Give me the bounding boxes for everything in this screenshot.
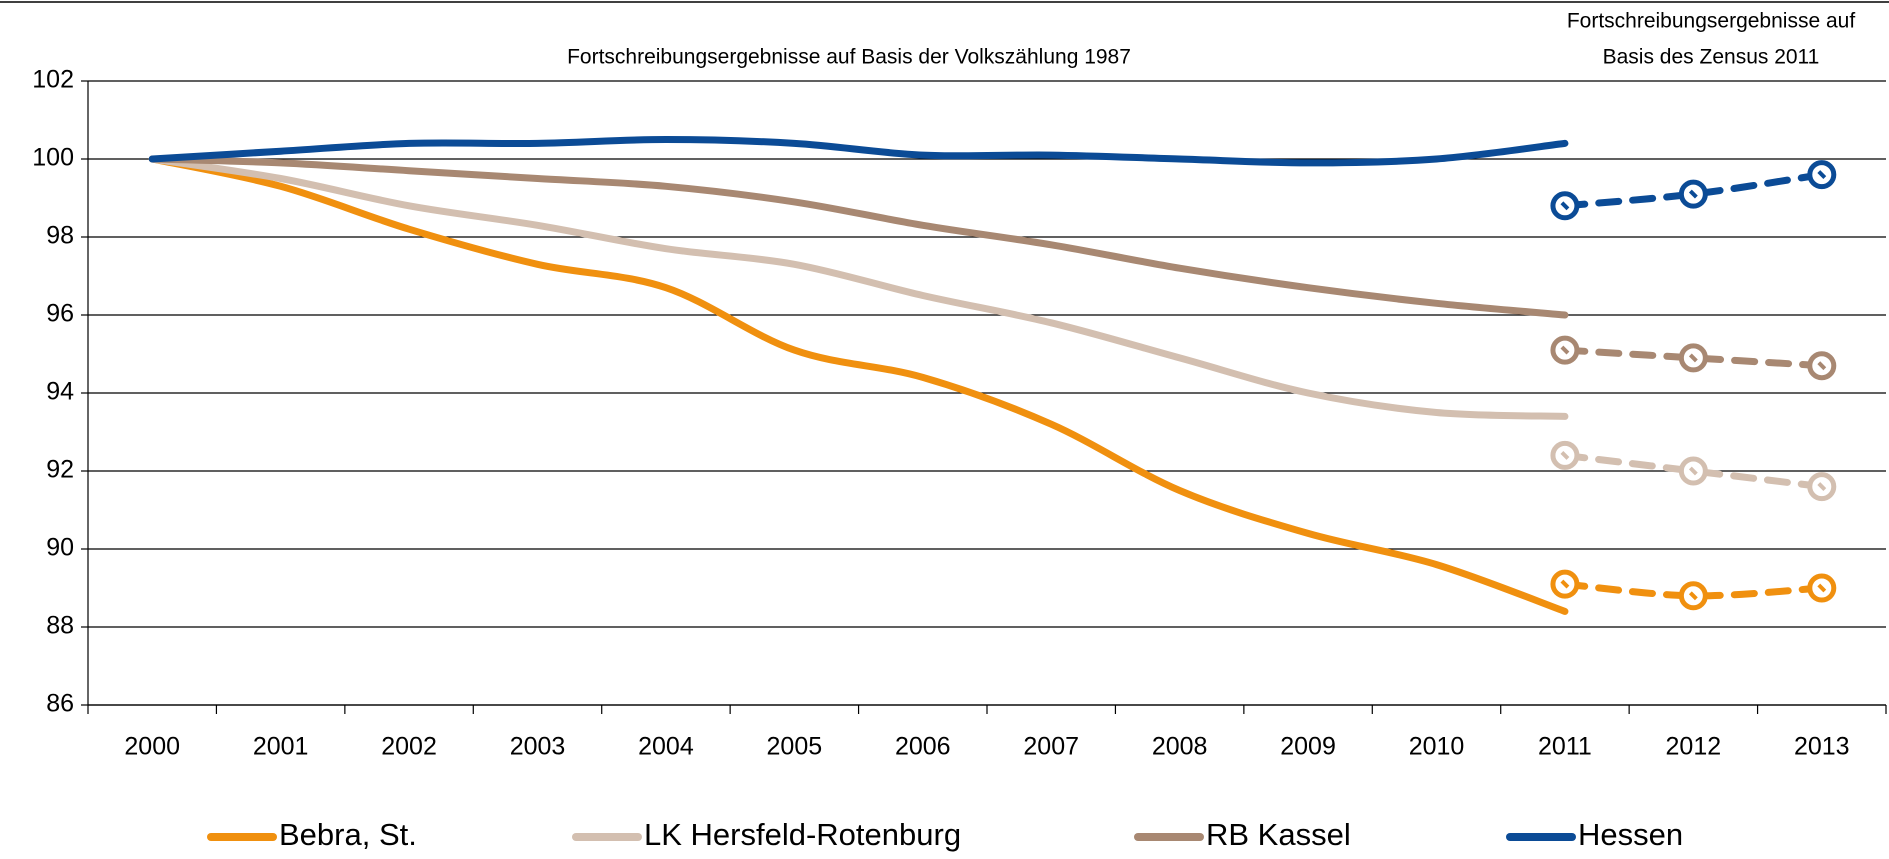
marker-dot	[1688, 189, 1698, 199]
marker-dot	[1560, 450, 1570, 460]
marker-dot	[1688, 466, 1698, 476]
x-tick-label: 2008	[1152, 733, 1208, 761]
x-tick-label: 2007	[1023, 733, 1079, 761]
x-tick-label: 2012	[1666, 733, 1722, 761]
marker-dot	[1817, 361, 1827, 371]
marker-dot	[1560, 345, 1570, 355]
marker-dot	[1817, 482, 1827, 492]
y-tick-label: 86	[46, 690, 74, 718]
x-tick-label: 2001	[253, 733, 309, 761]
marker-dot	[1688, 353, 1698, 363]
x-tick-label: 2002	[381, 733, 437, 761]
x-tick-label: 2010	[1409, 733, 1465, 761]
marker-dot	[1560, 201, 1570, 211]
marker-dot	[1560, 579, 1570, 589]
zensus-line	[1561, 346, 1826, 370]
legend-label: RB Kassel	[1206, 817, 1351, 852]
y-tick-label: 100	[32, 144, 74, 172]
y-tick-label: 90	[46, 534, 74, 562]
line	[148, 155, 1569, 420]
marker-dot	[1817, 583, 1827, 593]
x-tick-label: 2003	[510, 733, 566, 761]
y-tick-label: 88	[46, 612, 74, 640]
annotation: Fortschreibungsergebnisse auf	[1567, 10, 1855, 33]
annotation: Fortschreibungsergebnisse auf Basis der …	[567, 46, 1131, 69]
x-tick-label: 2005	[767, 733, 823, 761]
y-tick-label: 96	[46, 300, 74, 328]
y-tick-label: 94	[46, 378, 74, 406]
x-tick-label: 2000	[124, 733, 180, 761]
marker-dot	[1817, 170, 1827, 180]
legend-label: LK Hersfeld-Rotenburg	[644, 817, 961, 852]
x-tick-label: 2004	[638, 733, 694, 761]
x-tick-label: 2009	[1280, 733, 1336, 761]
y-tick-label: 92	[46, 456, 74, 484]
legend-label: Bebra, St.	[279, 817, 417, 852]
x-tick-label: 2013	[1794, 733, 1850, 761]
y-tick-label: 98	[46, 222, 74, 250]
line	[148, 155, 1569, 615]
line	[148, 155, 1569, 319]
x-tick-label: 2011	[1538, 733, 1592, 761]
marker-dot	[1688, 591, 1698, 601]
line	[148, 135, 1569, 167]
legend-label: Hessen	[1578, 817, 1683, 852]
zensus-line	[1561, 580, 1826, 600]
y-tick-label: 102	[32, 66, 74, 94]
annotation: Basis des Zensus 2011	[1603, 46, 1820, 69]
x-tick-label: 2006	[895, 733, 951, 761]
